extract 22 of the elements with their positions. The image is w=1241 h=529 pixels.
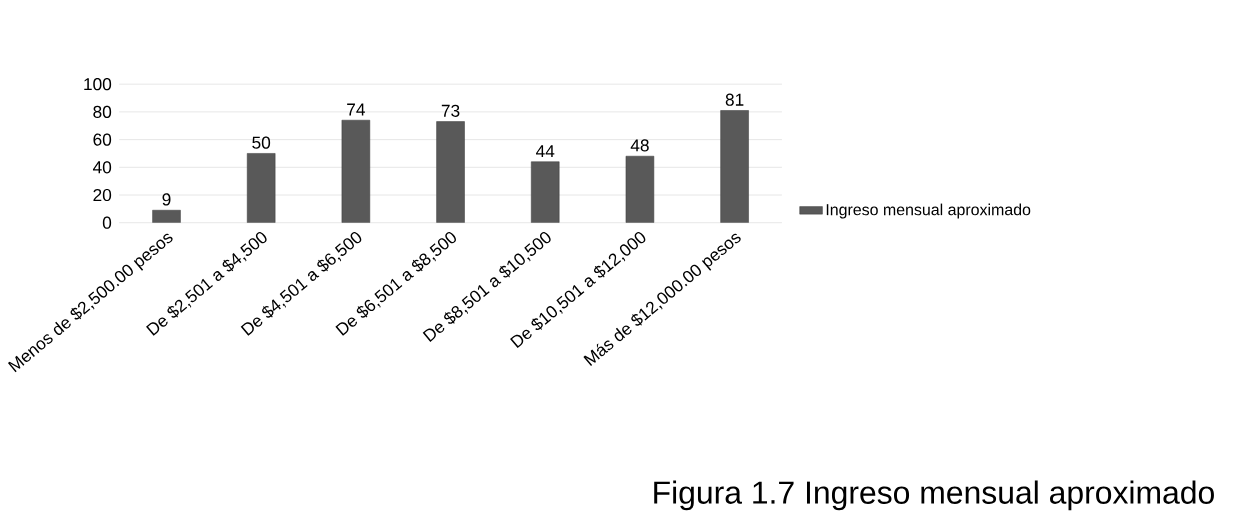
data-label: 48 — [630, 139, 649, 152]
legend-label: Ingreso mensual aproximado — [826, 203, 1031, 219]
bar — [152, 209, 181, 223]
bar — [246, 153, 276, 223]
data-label: 73 — [441, 104, 460, 117]
y-tick-label: 100 — [84, 77, 112, 91]
bar — [531, 161, 560, 223]
bar — [625, 155, 655, 223]
bar — [720, 110, 749, 223]
y-tick-label: 40 — [92, 161, 112, 174]
data-label: 81 — [725, 93, 744, 106]
y-tick-label: 60 — [93, 133, 112, 146]
data-label: 9 — [162, 193, 171, 206]
bar — [341, 119, 371, 223]
y-tick-label: 20 — [93, 188, 112, 202]
data-label: 50 — [252, 136, 271, 149]
data-label: 74 — [347, 103, 365, 116]
data-label: 44 — [536, 145, 555, 157]
y-tick-label: 0 — [102, 216, 112, 229]
bar — [436, 121, 465, 223]
y-tick-label: 80 — [93, 105, 112, 118]
text: Figura 1.7 Ingreso mensual aproximado — [654, 480, 1214, 511]
